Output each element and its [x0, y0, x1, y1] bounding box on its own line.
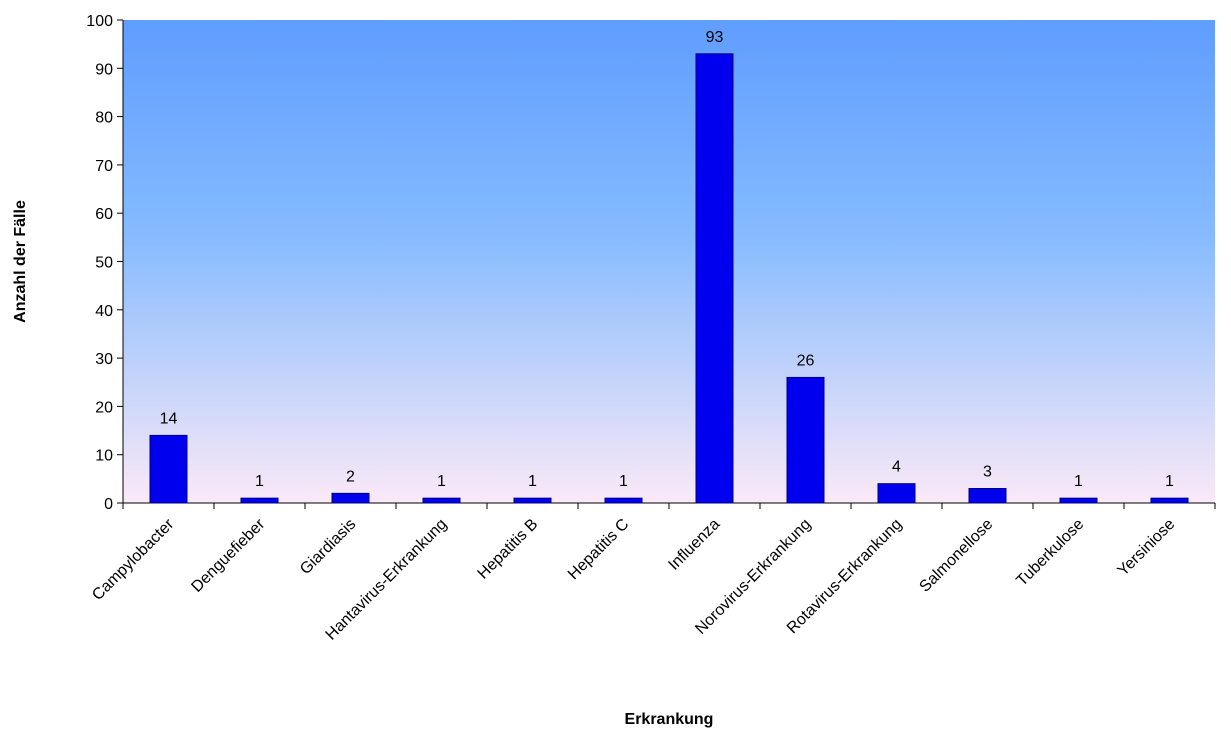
bar-campylobacter	[149, 434, 188, 504]
x-tick-label: Hepatitis B	[475, 516, 542, 583]
y-axis-title: Anzahl der Fälle	[12, 200, 29, 323]
y-tick-label: 0	[104, 496, 113, 513]
data-label: 1	[437, 473, 446, 490]
x-tick-label: Denguefieber	[188, 515, 268, 595]
x-tick-label: Yersiniose	[1115, 516, 1179, 580]
x-tick-label: Salmonellose	[916, 516, 996, 596]
bar-tuberkulose	[1059, 497, 1098, 504]
bar-influenza	[695, 53, 734, 504]
bar-denguefieber	[240, 497, 279, 504]
y-tick-label: 20	[95, 399, 113, 416]
x-tick-label: Campylobacter	[89, 515, 178, 604]
y-tick-label: 90	[95, 61, 113, 78]
data-label: 1	[1165, 473, 1174, 490]
y-tick-label: 100	[86, 13, 113, 30]
data-label: 14	[160, 410, 178, 427]
data-label: 4	[892, 459, 901, 476]
y-tick-label: 50	[95, 255, 113, 272]
y-tick-label: 10	[95, 448, 113, 465]
plot-area	[123, 20, 1215, 503]
y-tick-label: 30	[95, 351, 113, 368]
data-label: 1	[255, 473, 264, 490]
data-label: 2	[346, 468, 355, 485]
data-label: 93	[706, 29, 724, 46]
bar-hepatitis c	[604, 497, 643, 504]
y-tick-label: 60	[95, 206, 113, 223]
bar-hepatitis b	[513, 497, 552, 504]
bar-norovirus-erkrankung	[786, 376, 825, 504]
y-tick-label: 70	[95, 158, 113, 175]
data-labels: 14 1 2 1 1 1 93 26 4 3 1 1	[160, 29, 1174, 490]
bars	[149, 53, 1189, 504]
bar-giardiasis	[331, 492, 370, 504]
x-tick-label: Hepatitis C	[565, 516, 632, 583]
data-label: 1	[619, 473, 628, 490]
data-label: 1	[1074, 473, 1083, 490]
y-tick-label: 80	[95, 110, 113, 127]
x-axis-title: Erkrankung	[625, 711, 714, 728]
x-tick-label: Influenza	[665, 516, 723, 574]
data-label: 26	[797, 352, 815, 369]
bar-yersiniose	[1150, 497, 1189, 504]
y-tick-label: 40	[95, 303, 113, 320]
data-label: 1	[528, 473, 537, 490]
data-label: 3	[983, 464, 992, 481]
y-axis: 0 10 20 30 40 50 60 70 80 90 100	[86, 13, 124, 513]
x-tick-label: Giardiasis	[297, 516, 359, 578]
bar-hantavirus-erkrankung	[422, 497, 461, 504]
x-axis: Campylobacter Denguefieber GiardiasisHanta…	[89, 502, 1216, 644]
bar-salmonellose	[968, 488, 1007, 504]
bar-rotavirus-erkrankung	[877, 483, 916, 504]
x-tick-label: Tuberkulose	[1013, 516, 1087, 590]
